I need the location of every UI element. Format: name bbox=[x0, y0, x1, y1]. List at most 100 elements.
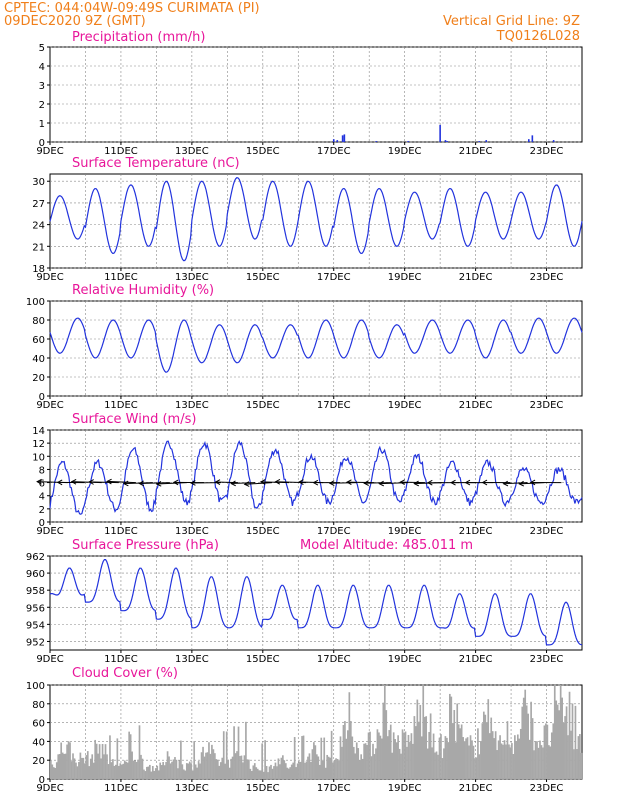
x-tick-label: 19DEC bbox=[388, 783, 422, 794]
cloud-bar bbox=[311, 749, 314, 779]
panel-0: 9DEC 11DEC 13DEC 15DEC 17DEC 19DEC 21DEC 23DEC 0… bbox=[36, 30, 583, 157]
cloud-bar bbox=[267, 772, 269, 779]
header-run-time: 09DEC2020 9Z (GMT) bbox=[4, 14, 146, 29]
cloud-bar bbox=[177, 768, 179, 779]
cloud-bar bbox=[63, 753, 65, 779]
cloud-bar bbox=[151, 765, 154, 779]
y-tick-label: 18 bbox=[32, 264, 45, 275]
cloud-bar bbox=[199, 763, 201, 779]
cloud-bar bbox=[395, 742, 398, 779]
model-altitude: Model Altitude: 485.011 m bbox=[300, 538, 473, 553]
cloud-bar bbox=[250, 770, 253, 779]
cloud-bar bbox=[180, 740, 182, 779]
cloud-bar bbox=[268, 766, 271, 779]
cloud-bar bbox=[116, 738, 119, 779]
cloud-bar bbox=[287, 768, 290, 779]
cloud-bar bbox=[524, 689, 527, 779]
panel-title: Surface Pressure (hPa) bbox=[72, 538, 219, 553]
cloud-bar bbox=[264, 740, 266, 779]
cloud-bar bbox=[525, 705, 528, 779]
cloud-bar bbox=[169, 763, 172, 779]
cloud-bar bbox=[224, 763, 227, 779]
cloud-bar bbox=[58, 754, 61, 779]
cloud-bar bbox=[64, 753, 67, 779]
cloud-bar bbox=[389, 724, 392, 779]
cloud-bar bbox=[302, 735, 305, 779]
cloud-bar bbox=[556, 704, 559, 779]
y-tick-label: 100 bbox=[26, 297, 45, 308]
wind-arrowhead bbox=[345, 479, 352, 486]
cloud-bar bbox=[527, 713, 529, 779]
x-tick-label: 9DEC bbox=[36, 783, 63, 794]
cloud-bar bbox=[92, 762, 95, 779]
cloud-bar bbox=[249, 768, 252, 779]
cloud-bar bbox=[456, 703, 459, 779]
cloud-bar bbox=[283, 760, 286, 779]
cloud-bar bbox=[193, 741, 196, 779]
x-tick-label: 15DEC bbox=[246, 146, 280, 157]
cloud-bar bbox=[73, 758, 76, 779]
y-tick-label: 4 bbox=[39, 62, 45, 73]
cloud-bar bbox=[478, 754, 481, 779]
cloud-bar bbox=[460, 724, 463, 779]
cloud-bar bbox=[432, 733, 435, 779]
wind-arrowhead bbox=[36, 478, 42, 485]
cloud-bar bbox=[129, 734, 132, 779]
series-line bbox=[49, 558, 583, 646]
wind-arrowhead bbox=[298, 479, 304, 485]
cloud-bar bbox=[240, 755, 243, 779]
cloud-bar bbox=[236, 751, 238, 779]
cloud-bar bbox=[382, 702, 385, 779]
wind-arrowhead bbox=[56, 479, 63, 486]
x-tick-label: 13DEC bbox=[175, 400, 209, 411]
cloud-bar bbox=[444, 736, 447, 779]
cloud-bar bbox=[61, 752, 64, 779]
cloud-bar bbox=[573, 749, 575, 779]
cloud-bar bbox=[85, 755, 88, 779]
cloud-bar bbox=[446, 737, 448, 779]
panel-title: Relative Humidity (%) bbox=[72, 283, 214, 298]
cloud-bar bbox=[273, 766, 275, 779]
y-tick-label: 14 bbox=[32, 426, 45, 437]
wind-arrowhead bbox=[529, 479, 536, 486]
cloud-bar bbox=[379, 735, 382, 779]
wind-arrowhead bbox=[70, 478, 77, 485]
cloud-bar bbox=[202, 746, 204, 779]
cloud-bar bbox=[339, 736, 342, 779]
cloud-bar bbox=[131, 751, 133, 779]
cloud-bar bbox=[66, 744, 68, 779]
cloud-bar bbox=[358, 760, 361, 779]
y-tick-label: 10 bbox=[32, 452, 45, 463]
cloud-bar bbox=[211, 744, 213, 779]
y-tick-label: 956 bbox=[26, 603, 45, 614]
cloud-bar bbox=[261, 743, 263, 779]
cloud-bar bbox=[253, 763, 256, 779]
panel-1: 9DEC 11DEC 13DEC 15DEC 17DEC 19DEC 21DEC 23DEC 1… bbox=[32, 156, 583, 283]
cloud-bar bbox=[138, 725, 141, 779]
wind-arrowhead bbox=[172, 479, 179, 486]
cloud-bar bbox=[188, 761, 191, 779]
cloud-bar bbox=[401, 729, 404, 779]
precip-bar bbox=[439, 124, 441, 142]
cloud-bar bbox=[404, 731, 407, 779]
cloud-bar bbox=[428, 731, 430, 779]
cloud-bar bbox=[453, 710, 456, 779]
cloud-bar bbox=[165, 762, 167, 779]
x-tick-label: 17DEC bbox=[317, 146, 351, 157]
cloud-bar bbox=[372, 743, 374, 779]
cloud-bar bbox=[579, 734, 581, 779]
cloud-bar bbox=[276, 766, 278, 779]
cloud-bar bbox=[52, 767, 55, 779]
cloud-bar bbox=[522, 697, 525, 779]
cloud-bar bbox=[423, 716, 426, 779]
cloud-bar bbox=[412, 743, 414, 779]
cloud-bar bbox=[228, 767, 231, 779]
cloud-bar bbox=[284, 763, 287, 779]
x-tick-label: 11DEC bbox=[104, 272, 138, 283]
cloud-bar bbox=[336, 758, 339, 779]
cloud-bar bbox=[503, 740, 506, 779]
plot-frame bbox=[49, 46, 583, 143]
wind-arrowhead bbox=[230, 480, 236, 487]
cloud-bar bbox=[354, 753, 357, 779]
plot-frame bbox=[49, 429, 583, 523]
